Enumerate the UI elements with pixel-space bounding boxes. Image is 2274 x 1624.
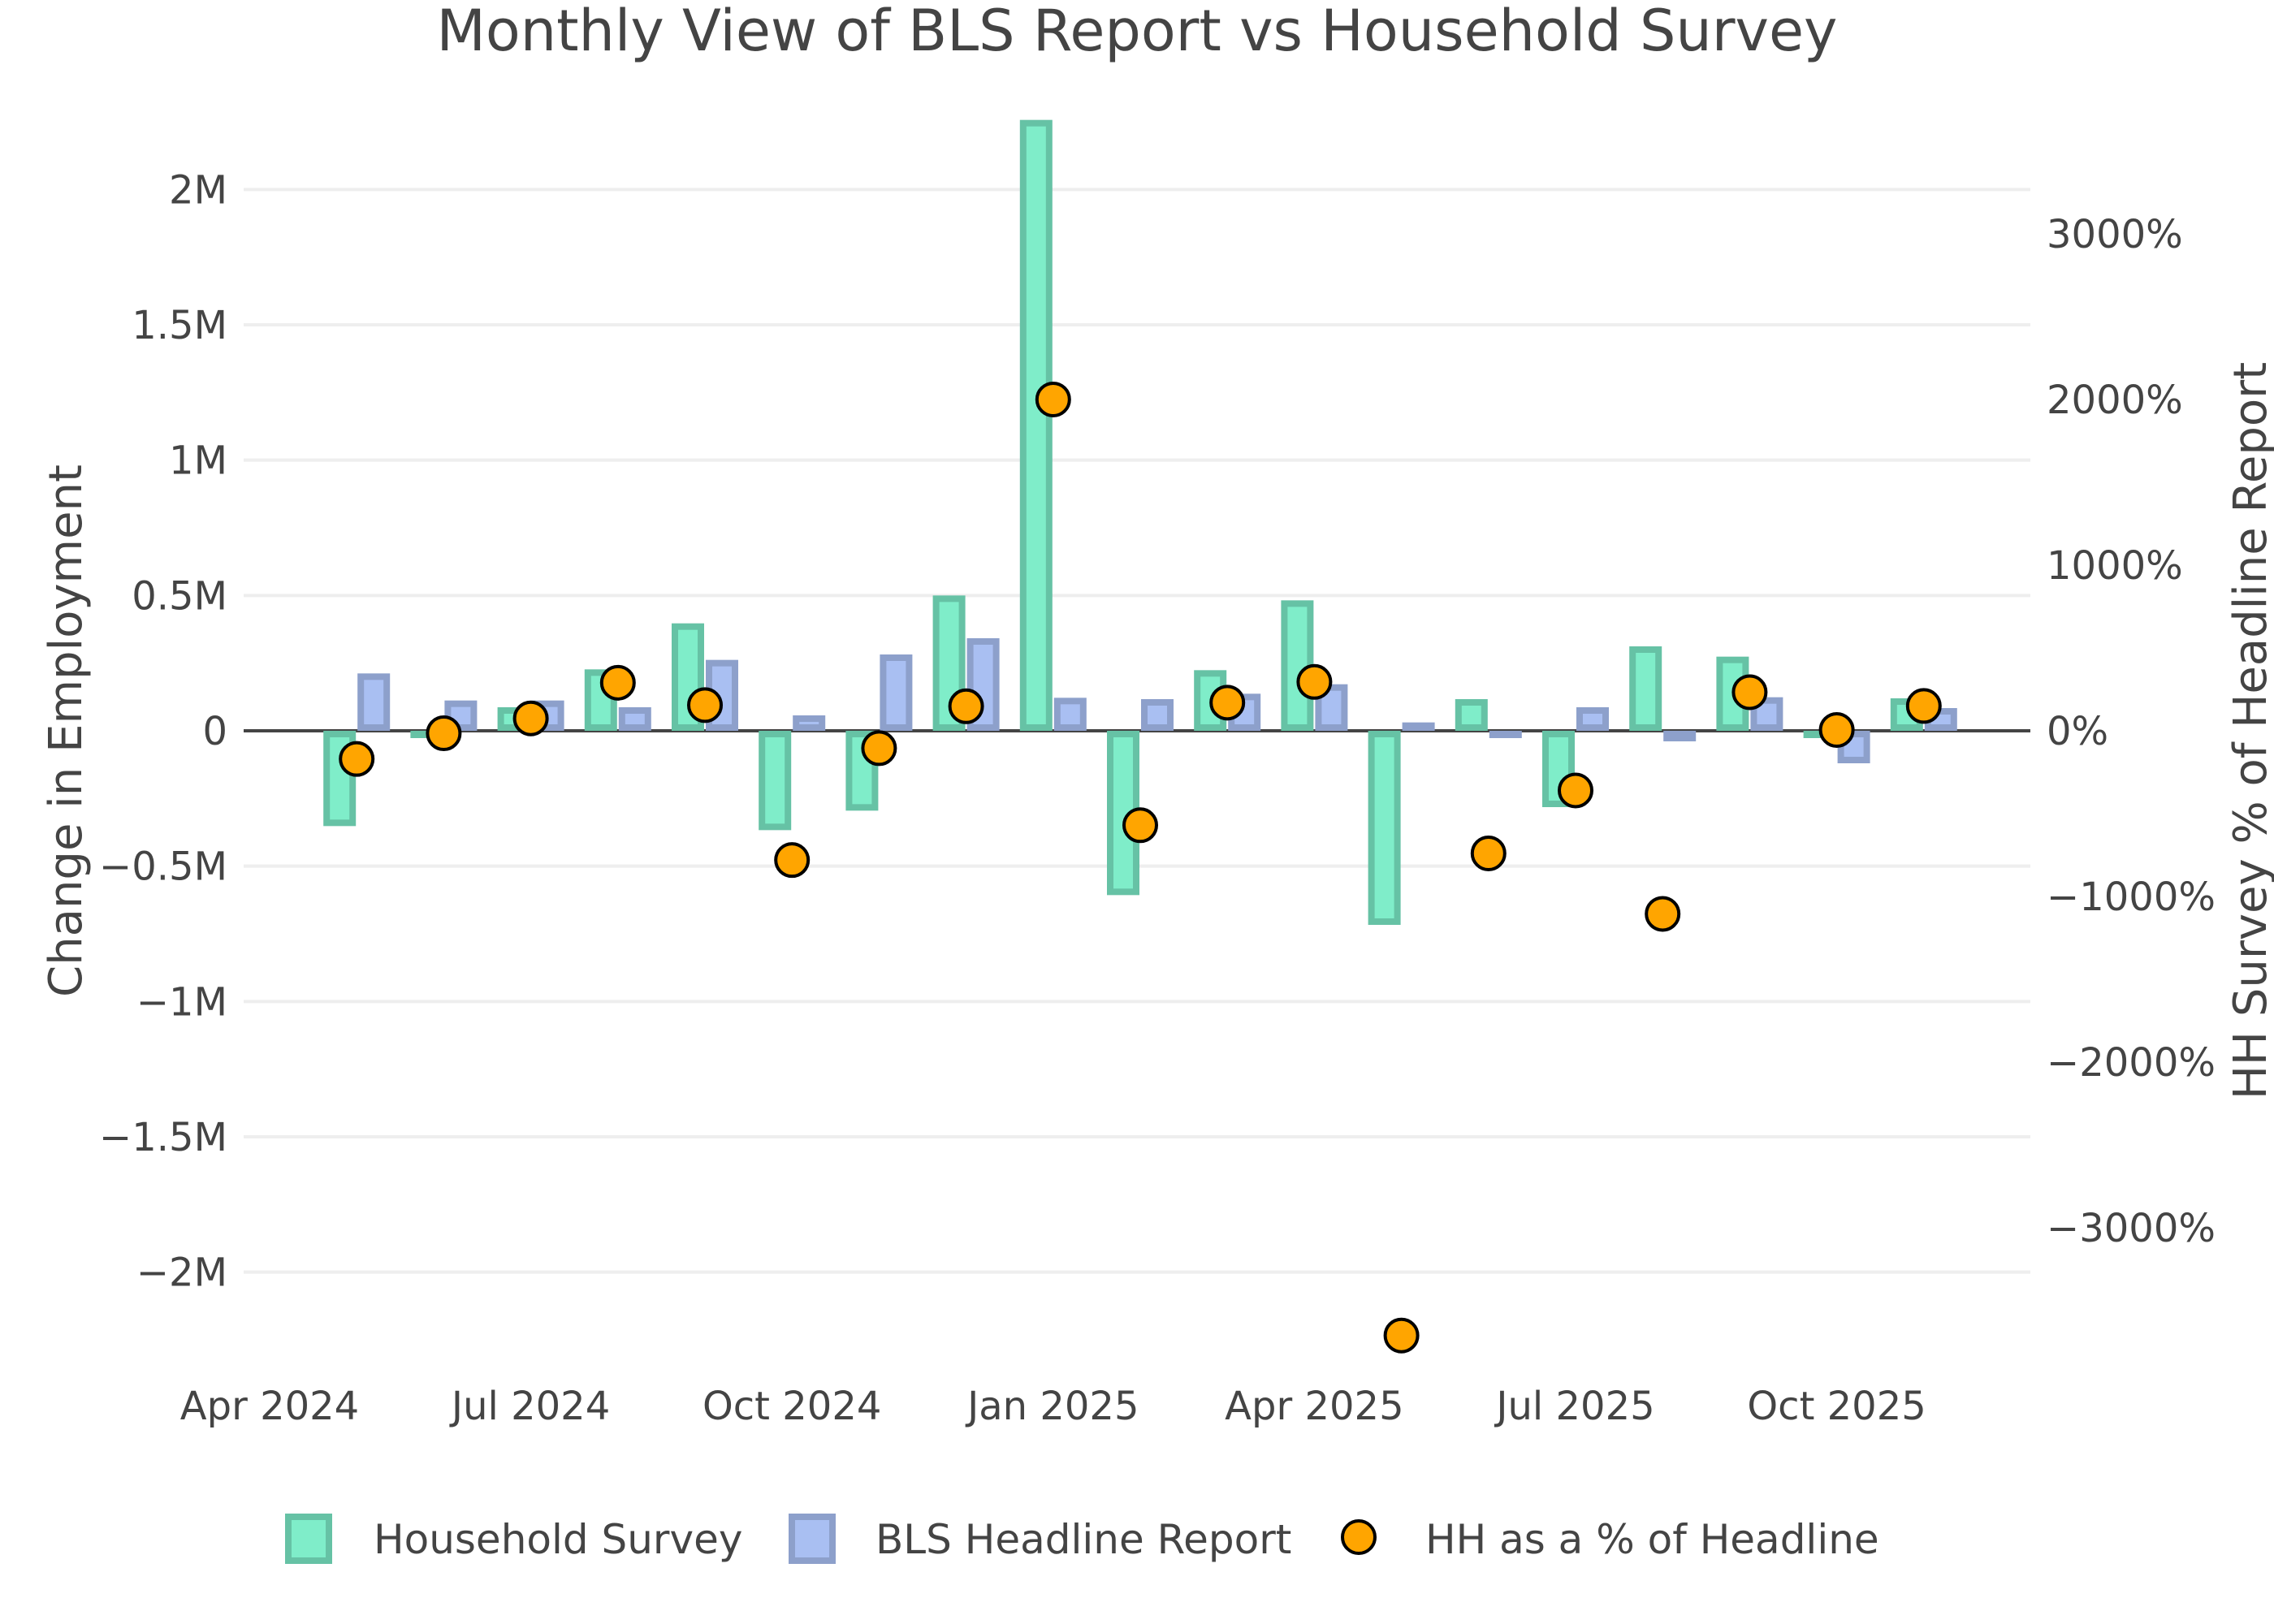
y-tick-label: 0.5M — [132, 573, 227, 619]
y2-tick-label: −2000% — [2047, 1040, 2216, 1086]
y2-axis-title: HH Survey % of Headline Report — [2224, 362, 2274, 1099]
bls-headline-bar[interactable] — [357, 673, 391, 731]
hh-pct-marker[interactable] — [426, 715, 462, 752]
hh-pct-marker[interactable] — [774, 842, 811, 879]
x-tick-label: Apr 2025 — [1225, 1384, 1403, 1429]
legend: Household Survey BLS Headline Report HH … — [285, 1514, 1879, 1564]
bls-headline-bar[interactable] — [880, 654, 913, 731]
legend-item-bls-headline[interactable]: BLS Headline Report — [789, 1514, 1291, 1564]
x-tick-label: Jul 2025 — [1494, 1384, 1654, 1429]
y2-tick-label: 1000% — [2047, 543, 2183, 589]
hh-pct-marker[interactable] — [861, 730, 897, 767]
bls-headline-bar[interactable] — [1315, 684, 1348, 732]
y2-tick-label: 2000% — [2047, 378, 2183, 423]
x-axis-ticks: Apr 2024 Jul 2024 Oct 2024 Jan 2025 Apr 2025… — [180, 1384, 1926, 1429]
hh-pct-marker[interactable] — [339, 741, 375, 777]
hh-pct-marker[interactable] — [512, 700, 549, 736]
y-tick-label: −2M — [136, 1250, 227, 1296]
y2-tick-label: 0% — [2047, 709, 2108, 754]
household-survey-bar[interactable] — [1455, 699, 1488, 731]
household-survey-bar[interactable] — [759, 731, 792, 831]
household-survey-bar[interactable] — [1629, 646, 1662, 731]
x-tick-label: Jul 2024 — [449, 1384, 610, 1429]
y2-tick-label: −3000% — [2047, 1206, 2216, 1251]
x-tick-label: Jan 2025 — [965, 1384, 1139, 1429]
hh-pct-marker[interactable] — [1209, 685, 1246, 721]
bls-headline-bar[interactable] — [1053, 698, 1087, 731]
y-axis-ticks: 2M 1.5M 1M 0.5M 0 −0.5M −1M −1.5M −2M — [99, 167, 227, 1295]
legend-marker-hh-pct — [1341, 1519, 1377, 1555]
legend-item-household-survey[interactable]: Household Survey — [285, 1514, 742, 1564]
x-tick-label: Apr 2024 — [180, 1384, 359, 1429]
bls-headline-bar[interactable] — [1663, 731, 1697, 741]
legend-label-household: Household Survey — [374, 1516, 742, 1563]
hh-pct-marker[interactable] — [599, 664, 636, 701]
hh-pct-marker[interactable] — [948, 688, 984, 724]
legend-label-bls: BLS Headline Report — [875, 1516, 1291, 1563]
hh-pct-marker[interactable] — [687, 687, 723, 723]
x-tick-label: Oct 2024 — [703, 1384, 881, 1429]
y2-axis-ticks: 3000% 2000% 1000% 0% −1000% −2000% −3000% — [2047, 212, 2216, 1251]
hh-pct-marker[interactable] — [1558, 772, 1593, 809]
bls-headline-bar[interactable] — [1141, 699, 1174, 731]
hh-pct-marker[interactable] — [1296, 663, 1333, 700]
hh-pct-marker[interactable] — [1470, 835, 1507, 871]
bls-headline-bar[interactable] — [1402, 722, 1435, 732]
y-tick-label: 2M — [169, 167, 227, 213]
hh-pct-marker[interactable] — [1818, 711, 1855, 748]
y-tick-label: −0.5M — [99, 844, 227, 890]
legend-swatch-household — [285, 1514, 332, 1564]
y2-tick-label: −1000% — [2047, 875, 2216, 920]
legend-swatch-bls — [789, 1514, 836, 1564]
hh-pct-marker[interactable] — [1035, 381, 1071, 417]
y-tick-label: −1.5M — [99, 1115, 227, 1160]
x-tick-label: Oct 2025 — [1747, 1384, 1926, 1429]
hh-pct-marker[interactable] — [1645, 896, 1681, 932]
y-tick-label: −1M — [136, 979, 227, 1025]
household-survey-bar[interactable] — [1368, 731, 1401, 925]
bls-headline-bar[interactable] — [618, 707, 651, 731]
hh-pct-marker[interactable] — [1383, 1317, 1420, 1354]
bls-headline-bar[interactable] — [1750, 697, 1783, 732]
household-survey-bars — [323, 119, 1923, 925]
y-tick-label: 0 — [202, 709, 227, 754]
bls-headline-bar[interactable] — [1576, 707, 1609, 731]
household-survey-bar[interactable] — [1281, 600, 1314, 731]
hh-pct-markers — [339, 381, 1942, 1354]
household-survey-bar[interactable] — [1019, 119, 1053, 731]
legend-item-hh-pct[interactable]: HH as a % of Headline — [1341, 1516, 1879, 1563]
chart-title: Monthly View of BLS Report vs Household … — [437, 0, 1838, 64]
y-tick-label: 1M — [169, 438, 227, 484]
bls-headline-bar[interactable] — [793, 715, 826, 731]
bls-headline-bar[interactable] — [1489, 731, 1522, 738]
hh-pct-marker[interactable] — [1122, 807, 1158, 844]
legend-label-hh-pct: HH as a % of Headline — [1425, 1516, 1879, 1563]
y2-tick-label: 3000% — [2047, 212, 2183, 257]
hh-pct-marker[interactable] — [1731, 674, 1768, 710]
y-tick-label: 1.5M — [132, 303, 227, 348]
y-axis-title: Change in Employment — [40, 464, 93, 997]
hh-pct-marker[interactable] — [1905, 688, 1942, 724]
